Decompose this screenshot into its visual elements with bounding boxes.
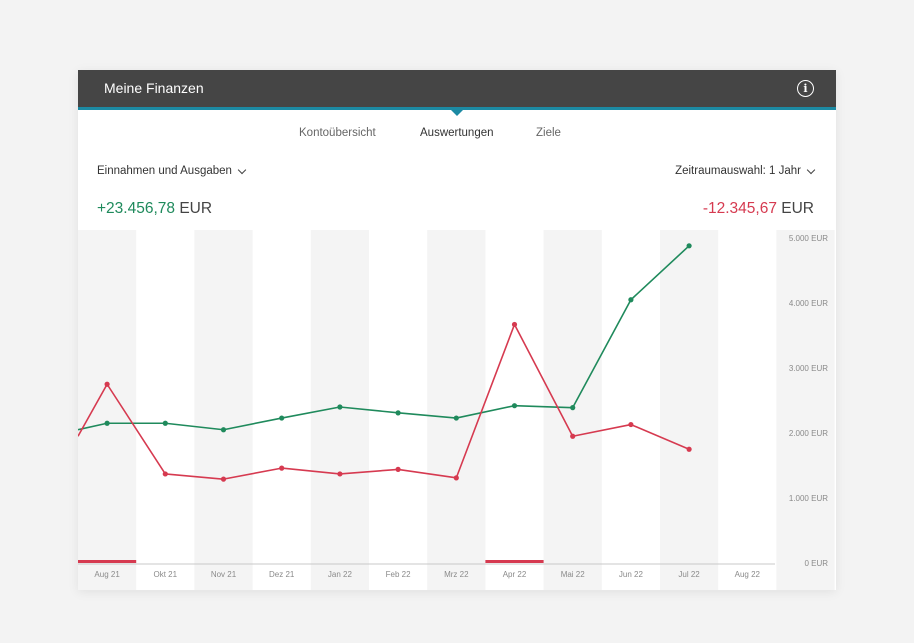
y-tick-label: 1.000 EUR — [789, 494, 828, 503]
info-icon[interactable]: i — [797, 80, 814, 97]
income-total: +23.456,78 EUR — [97, 200, 212, 218]
expense-currency: EUR — [781, 200, 814, 217]
expense-total: -12.345,67 EUR — [703, 200, 814, 218]
income-series-line — [78, 245, 690, 431]
expense-data-point — [279, 465, 285, 471]
expense-series-line — [78, 323, 690, 480]
column-band — [776, 230, 835, 590]
income-data-point — [337, 404, 343, 410]
column-band — [310, 230, 369, 590]
income-data-point — [220, 427, 227, 433]
y-tick-label: 0 EUR — [804, 559, 828, 568]
tab-auswertungen[interactable]: Auswertungen — [420, 127, 494, 139]
highlight-marker — [78, 560, 137, 563]
x-tick-label: Jun 22 — [619, 570, 644, 579]
chevron-down-icon — [237, 165, 247, 174]
type-select-label: Einnahmen und Ausgaben — [97, 165, 232, 177]
accent-bar — [78, 107, 836, 110]
x-tick-label: Mai 22 — [561, 570, 586, 579]
income-data-point — [570, 405, 576, 411]
y-tick-label: 2.000 EUR — [789, 429, 828, 438]
highlight-marker — [485, 560, 544, 563]
x-tick-label: Aug 21 — [94, 570, 120, 579]
x-tick-label: Okt 21 — [154, 570, 178, 579]
y-tick-label: 5.000 EUR — [789, 234, 828, 243]
expense-data-point — [220, 476, 227, 482]
expense-data-point — [395, 466, 401, 472]
chevron-down-icon — [806, 165, 816, 174]
title-bar: Meine Finanzen i — [78, 70, 836, 107]
app-title: Meine Finanzen — [104, 80, 204, 96]
expense-data-point — [570, 433, 576, 439]
active-tab-pointer — [451, 110, 463, 116]
period-select[interactable]: Zeitraumauswahl: 1 Jahr — [675, 165, 816, 177]
expense-data-point — [628, 421, 634, 428]
expense-data-point — [162, 471, 168, 477]
x-tick-label: Mrz 22 — [444, 570, 469, 579]
x-tick-label: Nov 21 — [211, 570, 237, 579]
column-band — [427, 230, 486, 590]
x-tick-label: Jan 22 — [328, 570, 353, 579]
x-tick-label: Apr 22 — [503, 570, 527, 579]
income-data-point — [628, 297, 634, 303]
expense-data-point — [104, 381, 110, 387]
finance-card: Meine Finanzen i Kontoübersicht Auswertu… — [78, 70, 836, 590]
tab-kontouebersicht[interactable]: Kontoübersicht — [299, 127, 376, 139]
income-value: +23.456,78 — [97, 200, 176, 217]
tab-ziele[interactable]: Ziele — [536, 127, 561, 139]
column-band — [78, 230, 137, 590]
period-select-label: Zeitraumauswahl: 1 Jahr — [675, 165, 801, 177]
income-data-point — [395, 410, 401, 416]
income-data-point — [104, 420, 110, 426]
expense-data-point — [337, 471, 343, 477]
line-chart: Aug 21 Okt 21 Nov 21 Dez 21 Jan 22 Feb 22 Mrz … — [78, 230, 835, 590]
income-data-point — [686, 243, 692, 249]
column-band — [660, 230, 719, 590]
expense-data-point — [453, 475, 459, 481]
income-data-point — [453, 415, 459, 421]
income-data-point — [162, 420, 168, 426]
column-band — [194, 230, 253, 590]
expense-value: -12.345,67 — [702, 200, 777, 217]
y-tick-label: 3.000 EUR — [789, 364, 828, 373]
income-currency: EUR — [179, 200, 213, 217]
type-select[interactable]: Einnahmen und Ausgaben — [97, 165, 247, 177]
x-tick-label: Jul 22 — [678, 570, 700, 579]
x-tick-label: Feb 22 — [386, 570, 411, 579]
y-tick-label: 4.000 EUR — [789, 299, 828, 308]
x-tick-label: Dez 21 — [269, 570, 295, 579]
x-tick-label: Aug 22 — [735, 570, 761, 579]
income-data-point — [511, 403, 518, 409]
income-data-point — [279, 415, 285, 421]
expense-data-point — [686, 446, 692, 452]
expense-data-point — [511, 321, 518, 328]
